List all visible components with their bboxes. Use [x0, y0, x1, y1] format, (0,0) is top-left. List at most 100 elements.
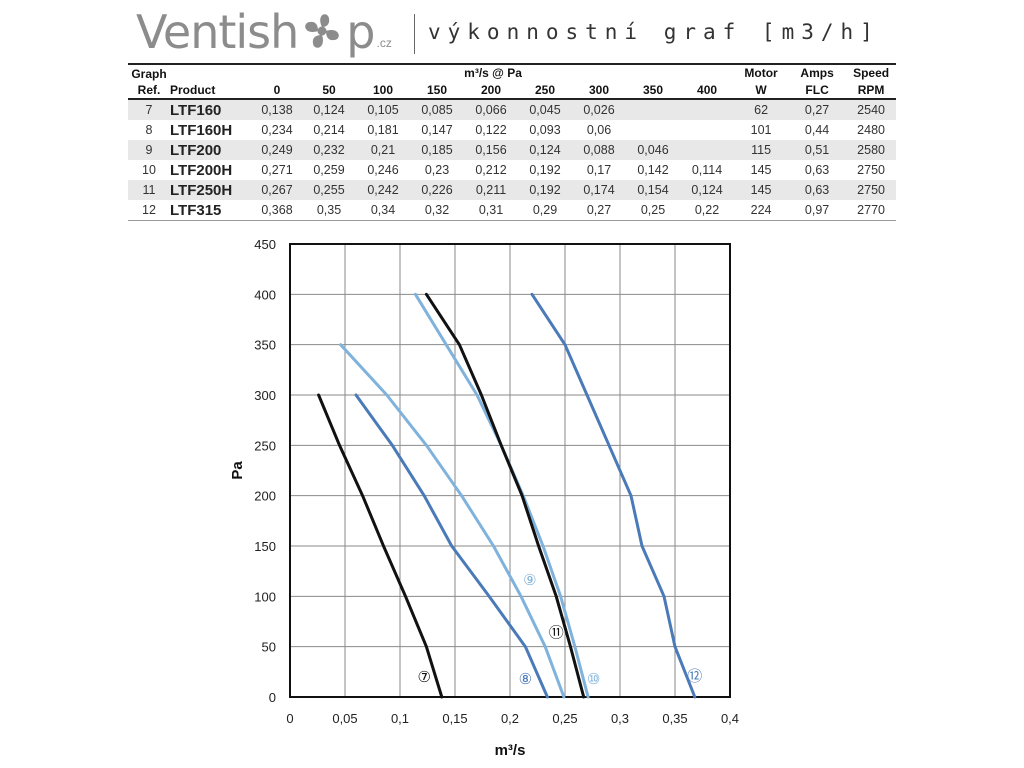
cell-flow: 0,267 — [261, 183, 293, 197]
series-line — [354, 393, 549, 699]
cell-amps: 0,97 — [804, 203, 830, 217]
cell-flow: 0,32 — [424, 203, 450, 217]
cell-flow: 0,249 — [261, 143, 293, 157]
cell-flow: 0,246 — [367, 163, 399, 177]
cell-flow: 0,124 — [691, 183, 723, 197]
col-product: Product — [170, 81, 252, 100]
cell-speed: 2540 — [857, 103, 885, 117]
x-tick-label: 0,1 — [391, 711, 409, 726]
table-row: 11 LTF250H 0,267 0,255 0,242 0,226 0,211 0,192 0… — [128, 180, 897, 200]
cell-flow — [626, 120, 680, 140]
col-pressure: 400 — [680, 81, 735, 100]
y-tick-label: 0 — [269, 690, 276, 705]
cell-product: LTF160H — [170, 121, 233, 139]
cell-flow: 0,088 — [583, 143, 615, 157]
cell-amps: 0,27 — [804, 103, 830, 117]
cell-speed: 2750 — [857, 183, 885, 197]
table-row: 12 LTF315 0,368 0,35 0,34 0,32 0,31 0,29 0,27 0,2… — [128, 200, 897, 221]
series-label: ⑦ — [417, 668, 430, 686]
cell-flow: 0,242 — [367, 183, 399, 197]
y-tick-label: 100 — [254, 589, 276, 604]
col-amps-unit: FLC — [788, 81, 847, 100]
cell-flow: 0,21 — [370, 143, 396, 157]
cell-flow: 0,026 — [583, 103, 615, 117]
cell-motor: 145 — [750, 183, 772, 197]
cell-product: LTF250H — [170, 181, 233, 199]
logo-text: Ventish — [136, 5, 299, 59]
performance-chart: 0 0,05 0,1 0,15 0,2 0,25 0,3 0,35 0,4 0 50 100 150 20… — [229, 237, 739, 759]
series-line — [530, 292, 697, 699]
series-line — [317, 393, 444, 699]
y-tick-label: 350 — [254, 338, 276, 353]
col-pressure: 300 — [572, 81, 626, 100]
col-pressure: 50 — [302, 81, 356, 100]
cell-flow: 0,226 — [421, 183, 453, 197]
x-axis-title: m³/s — [495, 742, 526, 759]
cell-flow: 0,142 — [637, 163, 669, 177]
cell-motor: 145 — [750, 163, 772, 177]
col-ref: Ref. — [128, 81, 170, 100]
col-speed: Speed — [853, 66, 890, 80]
col-amps: Amps — [800, 66, 834, 80]
cell-speed: 2770 — [857, 203, 885, 217]
cell-flow: 0,185 — [421, 143, 453, 157]
cell-flow: 0,211 — [475, 183, 507, 197]
cell-flow: 0,114 — [691, 163, 723, 177]
col-motor: Motor — [744, 66, 778, 80]
cell-flow: 0,34 — [370, 203, 396, 217]
x-tick-label: 0,35 — [662, 711, 687, 726]
cell-flow: 0,255 — [313, 183, 345, 197]
cell-motor: 224 — [750, 203, 772, 217]
x-tick-label: 0,25 — [552, 711, 577, 726]
col-motor-unit: W — [734, 81, 789, 100]
series-label: ⑧ — [519, 670, 532, 688]
cell-flow: 0,181 — [367, 123, 399, 137]
logo-text: p — [346, 5, 375, 59]
y-tick-label: 150 — [254, 539, 276, 554]
table-row: 7 LTF160 0,138 0,124 0,105 0,085 0,066 0,045 0,0… — [128, 99, 897, 120]
header-divider — [414, 14, 415, 54]
x-tick-label: 0,3 — [611, 711, 629, 726]
cell-amps: 0,63 — [804, 183, 830, 197]
cell-ref: 8 — [145, 123, 153, 137]
cell-flow: 0,259 — [313, 163, 345, 177]
y-tick-label: 200 — [254, 489, 276, 504]
cell-speed: 2580 — [857, 143, 885, 157]
x-tick-label: 0 — [286, 711, 293, 726]
series-label: ⑨ — [523, 571, 536, 589]
header: Ventish p .cz výkonnostní graf [m3/h] — [136, 4, 896, 60]
cell-flow: 0,156 — [475, 143, 507, 157]
cell-product: LTF315 — [170, 201, 222, 219]
cell-flow: 0,29 — [532, 203, 558, 217]
cell-flow: 0,122 — [475, 123, 507, 137]
cell-flow: 0,085 — [421, 103, 453, 117]
cell-ref: 9 — [145, 143, 153, 157]
cell-flow — [680, 140, 734, 160]
cell-motor: 115 — [751, 143, 772, 157]
y-axis-title: Pa — [229, 461, 246, 480]
cell-amps: 0,44 — [804, 123, 830, 137]
cell-flow: 0,214 — [313, 123, 345, 137]
table-row: 10 LTF200H 0,271 0,259 0,246 0,23 0,212 0,192 0,… — [128, 160, 896, 180]
cell-flow: 0,045 — [529, 103, 561, 117]
y-tick-label: 300 — [254, 388, 276, 403]
x-tick-label: 0,05 — [332, 711, 357, 726]
ventishop-logo[interactable]: Ventish p .cz — [136, 4, 392, 60]
cell-flow: 0,31 — [478, 203, 504, 217]
col-pressure: 350 — [626, 81, 680, 100]
x-tick-label: 0,2 — [501, 711, 519, 726]
col-pressure: 100 — [356, 81, 410, 100]
cell-flow — [680, 120, 734, 140]
cell-flow: 0,105 — [367, 103, 399, 117]
col-group: m³/s @ Pa — [464, 66, 522, 80]
x-tick-label: 0,4 — [721, 711, 739, 726]
cell-flow: 0,124 — [529, 143, 561, 157]
x-tick-label: 0,15 — [442, 711, 467, 726]
performance-table: Graph m³/s @ Pa Motor Amps Speed Ref. Pr… — [128, 63, 897, 221]
series-label: ⑫ — [687, 667, 702, 685]
cell-flow: 0,17 — [586, 163, 612, 177]
cell-product: LTF160 — [170, 101, 222, 119]
col-graph: Graph — [131, 67, 167, 81]
y-tick-label: 400 — [254, 287, 276, 302]
cell-flow: 0,093 — [529, 123, 561, 137]
